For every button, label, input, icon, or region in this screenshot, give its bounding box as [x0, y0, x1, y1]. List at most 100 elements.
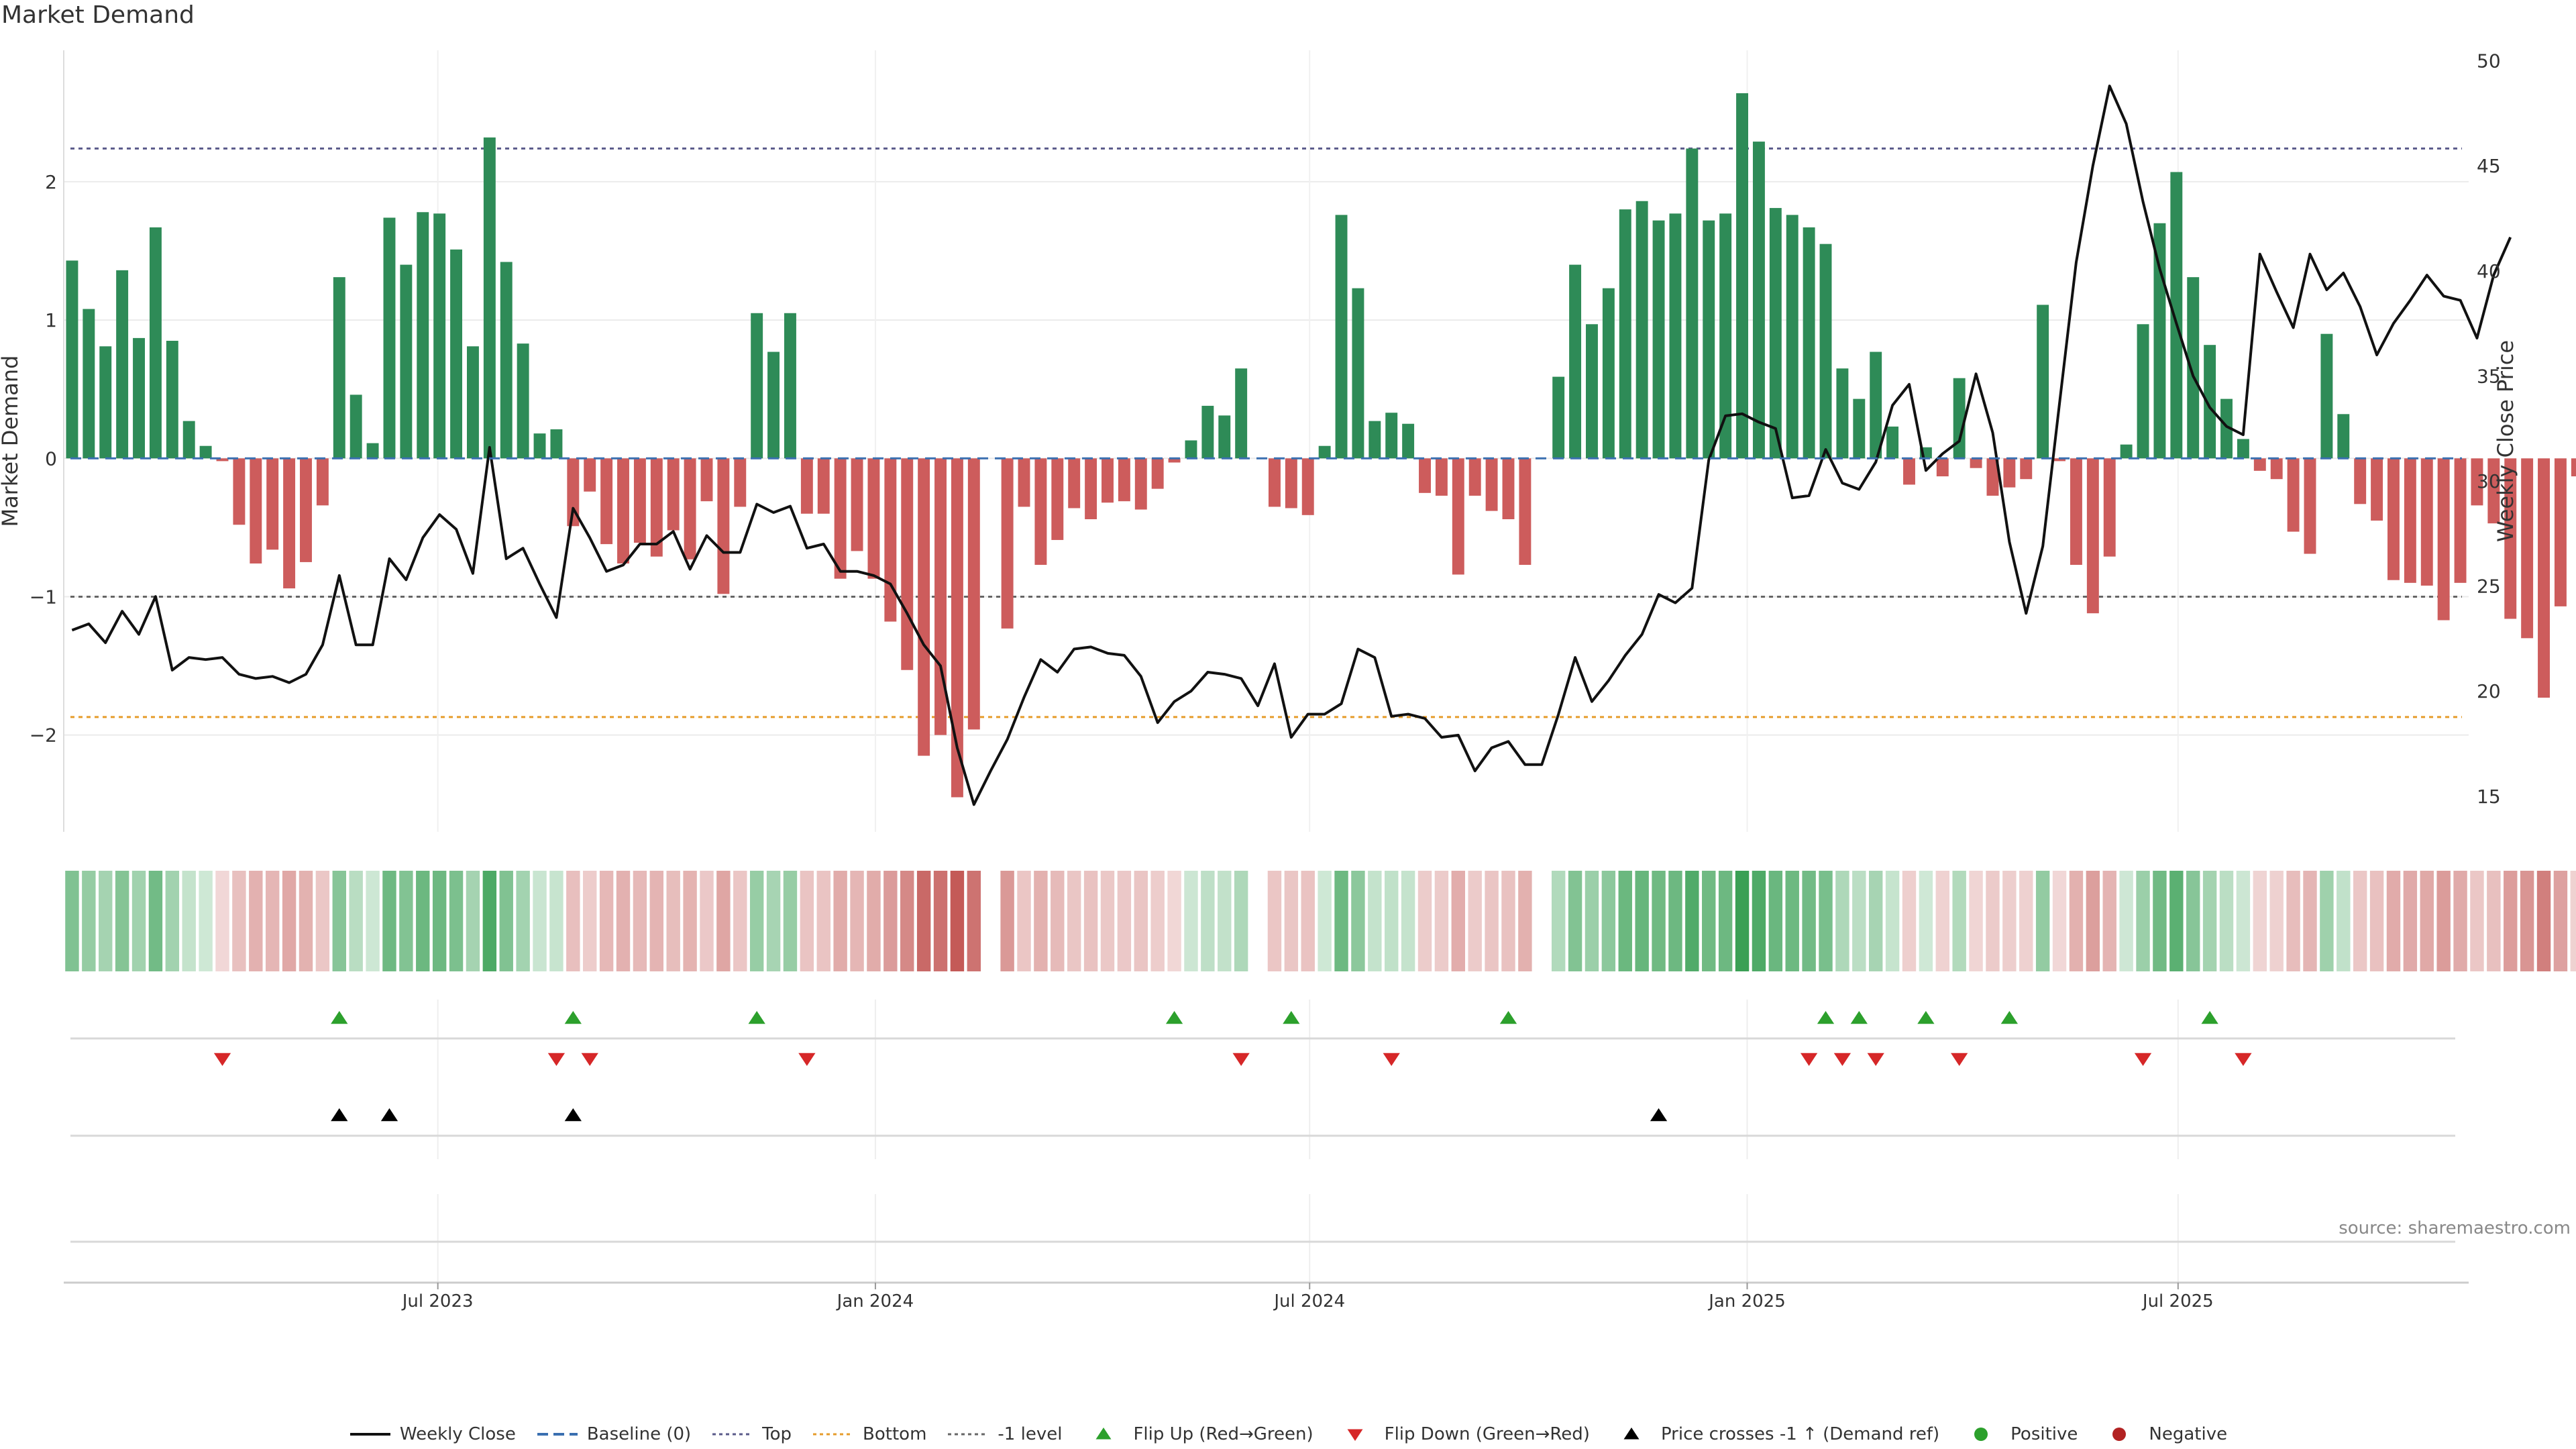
demand-bar	[2253, 458, 2266, 471]
flip-up-marker	[1499, 1011, 1517, 1024]
demand-bar	[817, 458, 830, 514]
legend-item: Price crosses -1 ↑ (Demand ref)	[1610, 1424, 1939, 1444]
flip-up-marker	[748, 1011, 765, 1024]
heat-cell	[2520, 871, 2534, 971]
demand-bar	[2521, 458, 2534, 639]
demand-bar	[2571, 458, 2576, 477]
demand-bar	[550, 429, 563, 459]
heat-cell	[1568, 871, 1582, 971]
heat-cell	[1986, 871, 2000, 971]
heat-cell	[148, 871, 163, 971]
demand-bar	[2554, 458, 2567, 606]
heat-cell	[2386, 871, 2401, 971]
demand-bar	[333, 277, 345, 459]
dot-green-icon	[1974, 1428, 1988, 1441]
demand-bar	[250, 458, 262, 564]
heat-cell	[766, 871, 781, 971]
heat-cell	[2236, 871, 2251, 971]
heat-cell	[616, 871, 631, 971]
demand-bar	[600, 458, 613, 545]
demand-bar	[350, 394, 362, 459]
heat-cell	[916, 871, 931, 971]
flip-down-marker	[1833, 1053, 1851, 1066]
flip-down-marker	[1232, 1053, 1250, 1066]
heat-cell	[182, 871, 196, 971]
demand-bar	[1201, 405, 1214, 459]
demand-bar	[483, 137, 496, 459]
heat-cell	[1819, 871, 1833, 971]
demand-bar	[1102, 458, 1114, 503]
demand-bar	[1301, 458, 1314, 515]
heat-cell	[1417, 871, 1432, 971]
heat-cell	[883, 871, 898, 971]
flip-up-marker	[564, 1011, 582, 1024]
heat-cell	[1051, 871, 1065, 971]
demand-bar	[1769, 208, 1782, 459]
heat-cell	[1585, 871, 1599, 971]
demand-bar	[1703, 220, 1715, 459]
heat-cell	[649, 871, 664, 971]
demand-bar	[1285, 458, 1297, 508]
heat-cell	[2369, 871, 2384, 971]
demand-bar	[466, 346, 479, 459]
price-cross-marker	[564, 1108, 582, 1122]
legend-label: Flip Up (Red→Green)	[1133, 1424, 1313, 1444]
demand-bar	[1903, 458, 1915, 485]
heat-cell	[2536, 871, 2551, 971]
heat-cell	[2453, 871, 2467, 971]
demand-bar	[433, 213, 446, 459]
heat-cell	[2553, 871, 2568, 971]
heat-cell	[99, 871, 113, 971]
triangle-up-black-icon	[1623, 1428, 1640, 1440]
demand-bar	[2437, 458, 2450, 621]
demand-bar	[2120, 444, 2133, 459]
demand-bar	[2354, 458, 2367, 504]
heat-cell	[65, 871, 79, 971]
heat-cell	[583, 871, 597, 971]
heat-cell	[1368, 871, 1382, 971]
demand-bar	[951, 458, 963, 798]
demand-bar	[1786, 215, 1799, 459]
x-axis: Jul 2023 Jan 2024 Jul 2024 Jan 2025 Jul 2025	[64, 1281, 2469, 1311]
heat-cell	[315, 871, 330, 971]
heat-cell	[1718, 871, 1733, 971]
demand-bar	[1318, 445, 1331, 459]
heat-cell	[2035, 871, 2050, 971]
heat-cell	[1451, 871, 1466, 971]
demand-bar	[166, 341, 178, 459]
price-cross-marker	[380, 1108, 398, 1122]
demand-bar	[1803, 227, 1815, 459]
demand-bar	[1970, 458, 1982, 468]
demand-bar	[2020, 458, 2033, 480]
dotted-line-bottom-icon	[813, 1433, 854, 1436]
heat-cell	[2153, 871, 2167, 971]
demand-bar	[1502, 458, 1515, 519]
flip-up-marker	[2000, 1011, 2019, 1024]
heat-cell	[1000, 871, 1014, 971]
legend-item: Top	[711, 1424, 792, 1444]
demand-bar	[667, 458, 680, 531]
heat-cell	[1184, 871, 1198, 971]
demand-bar	[2471, 458, 2483, 506]
demand-bar	[383, 217, 396, 459]
demand-bar	[884, 458, 897, 622]
demand-bar	[1352, 288, 1364, 459]
legend-label: Negative	[2149, 1424, 2228, 1444]
y2-tick-label: 45	[2477, 155, 2501, 177]
heat-cell	[2403, 871, 2418, 971]
dotted-line-top-icon	[712, 1433, 753, 1436]
heat-cell	[1551, 871, 1566, 971]
demand-heat-strip	[65, 871, 2576, 971]
legend-item: Baseline (0)	[536, 1424, 691, 1444]
y2-tick-label: 50	[2477, 50, 2501, 72]
heat-cell	[432, 871, 447, 971]
legend-label: Price crosses -1 ↑ (Demand ref)	[1660, 1424, 1940, 1444]
reference-lines	[70, 147, 2462, 718]
heat-cell	[1802, 871, 1816, 971]
heat-cell	[800, 871, 814, 971]
demand-bar	[1335, 215, 1348, 459]
heat-cell	[249, 871, 263, 971]
heat-cell	[1768, 871, 1783, 971]
demand-bar	[1635, 201, 1648, 459]
triangle-up-green-icon	[1095, 1428, 1112, 1440]
